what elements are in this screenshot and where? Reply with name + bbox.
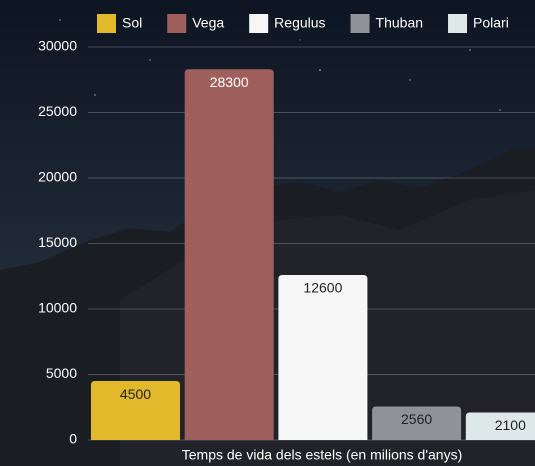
value-label: 2100 (495, 417, 526, 433)
legend-label: Polari (473, 15, 509, 31)
y-tick-label: 10000 (38, 300, 77, 316)
legend-label: Vega (192, 15, 224, 31)
y-tick-label: 30000 (38, 38, 77, 54)
y-tick-label: 0 (69, 431, 77, 447)
x-axis-label: Temps de vida dels estels (en milions d'… (182, 447, 462, 463)
chart: Temps de vida dels estels (en milions d'… (0, 0, 535, 466)
legend-swatch (97, 14, 116, 33)
y-tick-label: 15000 (38, 234, 77, 250)
y-tick-label: 25000 (38, 103, 77, 119)
value-label: 28300 (210, 74, 249, 90)
bar (185, 69, 274, 440)
legend-swatch (351, 14, 370, 33)
y-tick-label: 20000 (38, 169, 77, 185)
bar (278, 275, 367, 440)
value-label: 12600 (303, 280, 342, 296)
y-tick-label: 5000 (46, 365, 77, 381)
value-label: 2560 (401, 411, 432, 427)
legend-swatch (249, 14, 268, 33)
legend-label: Sol (122, 15, 142, 31)
legend-label: Thuban (376, 15, 423, 31)
value-label: 4500 (120, 386, 151, 402)
legend-swatch (448, 14, 467, 33)
legend-label: Regulus (274, 15, 325, 31)
page: {"chart_data": {"type": "bar", "x_label"… (0, 0, 535, 466)
legend-swatch (167, 14, 186, 33)
